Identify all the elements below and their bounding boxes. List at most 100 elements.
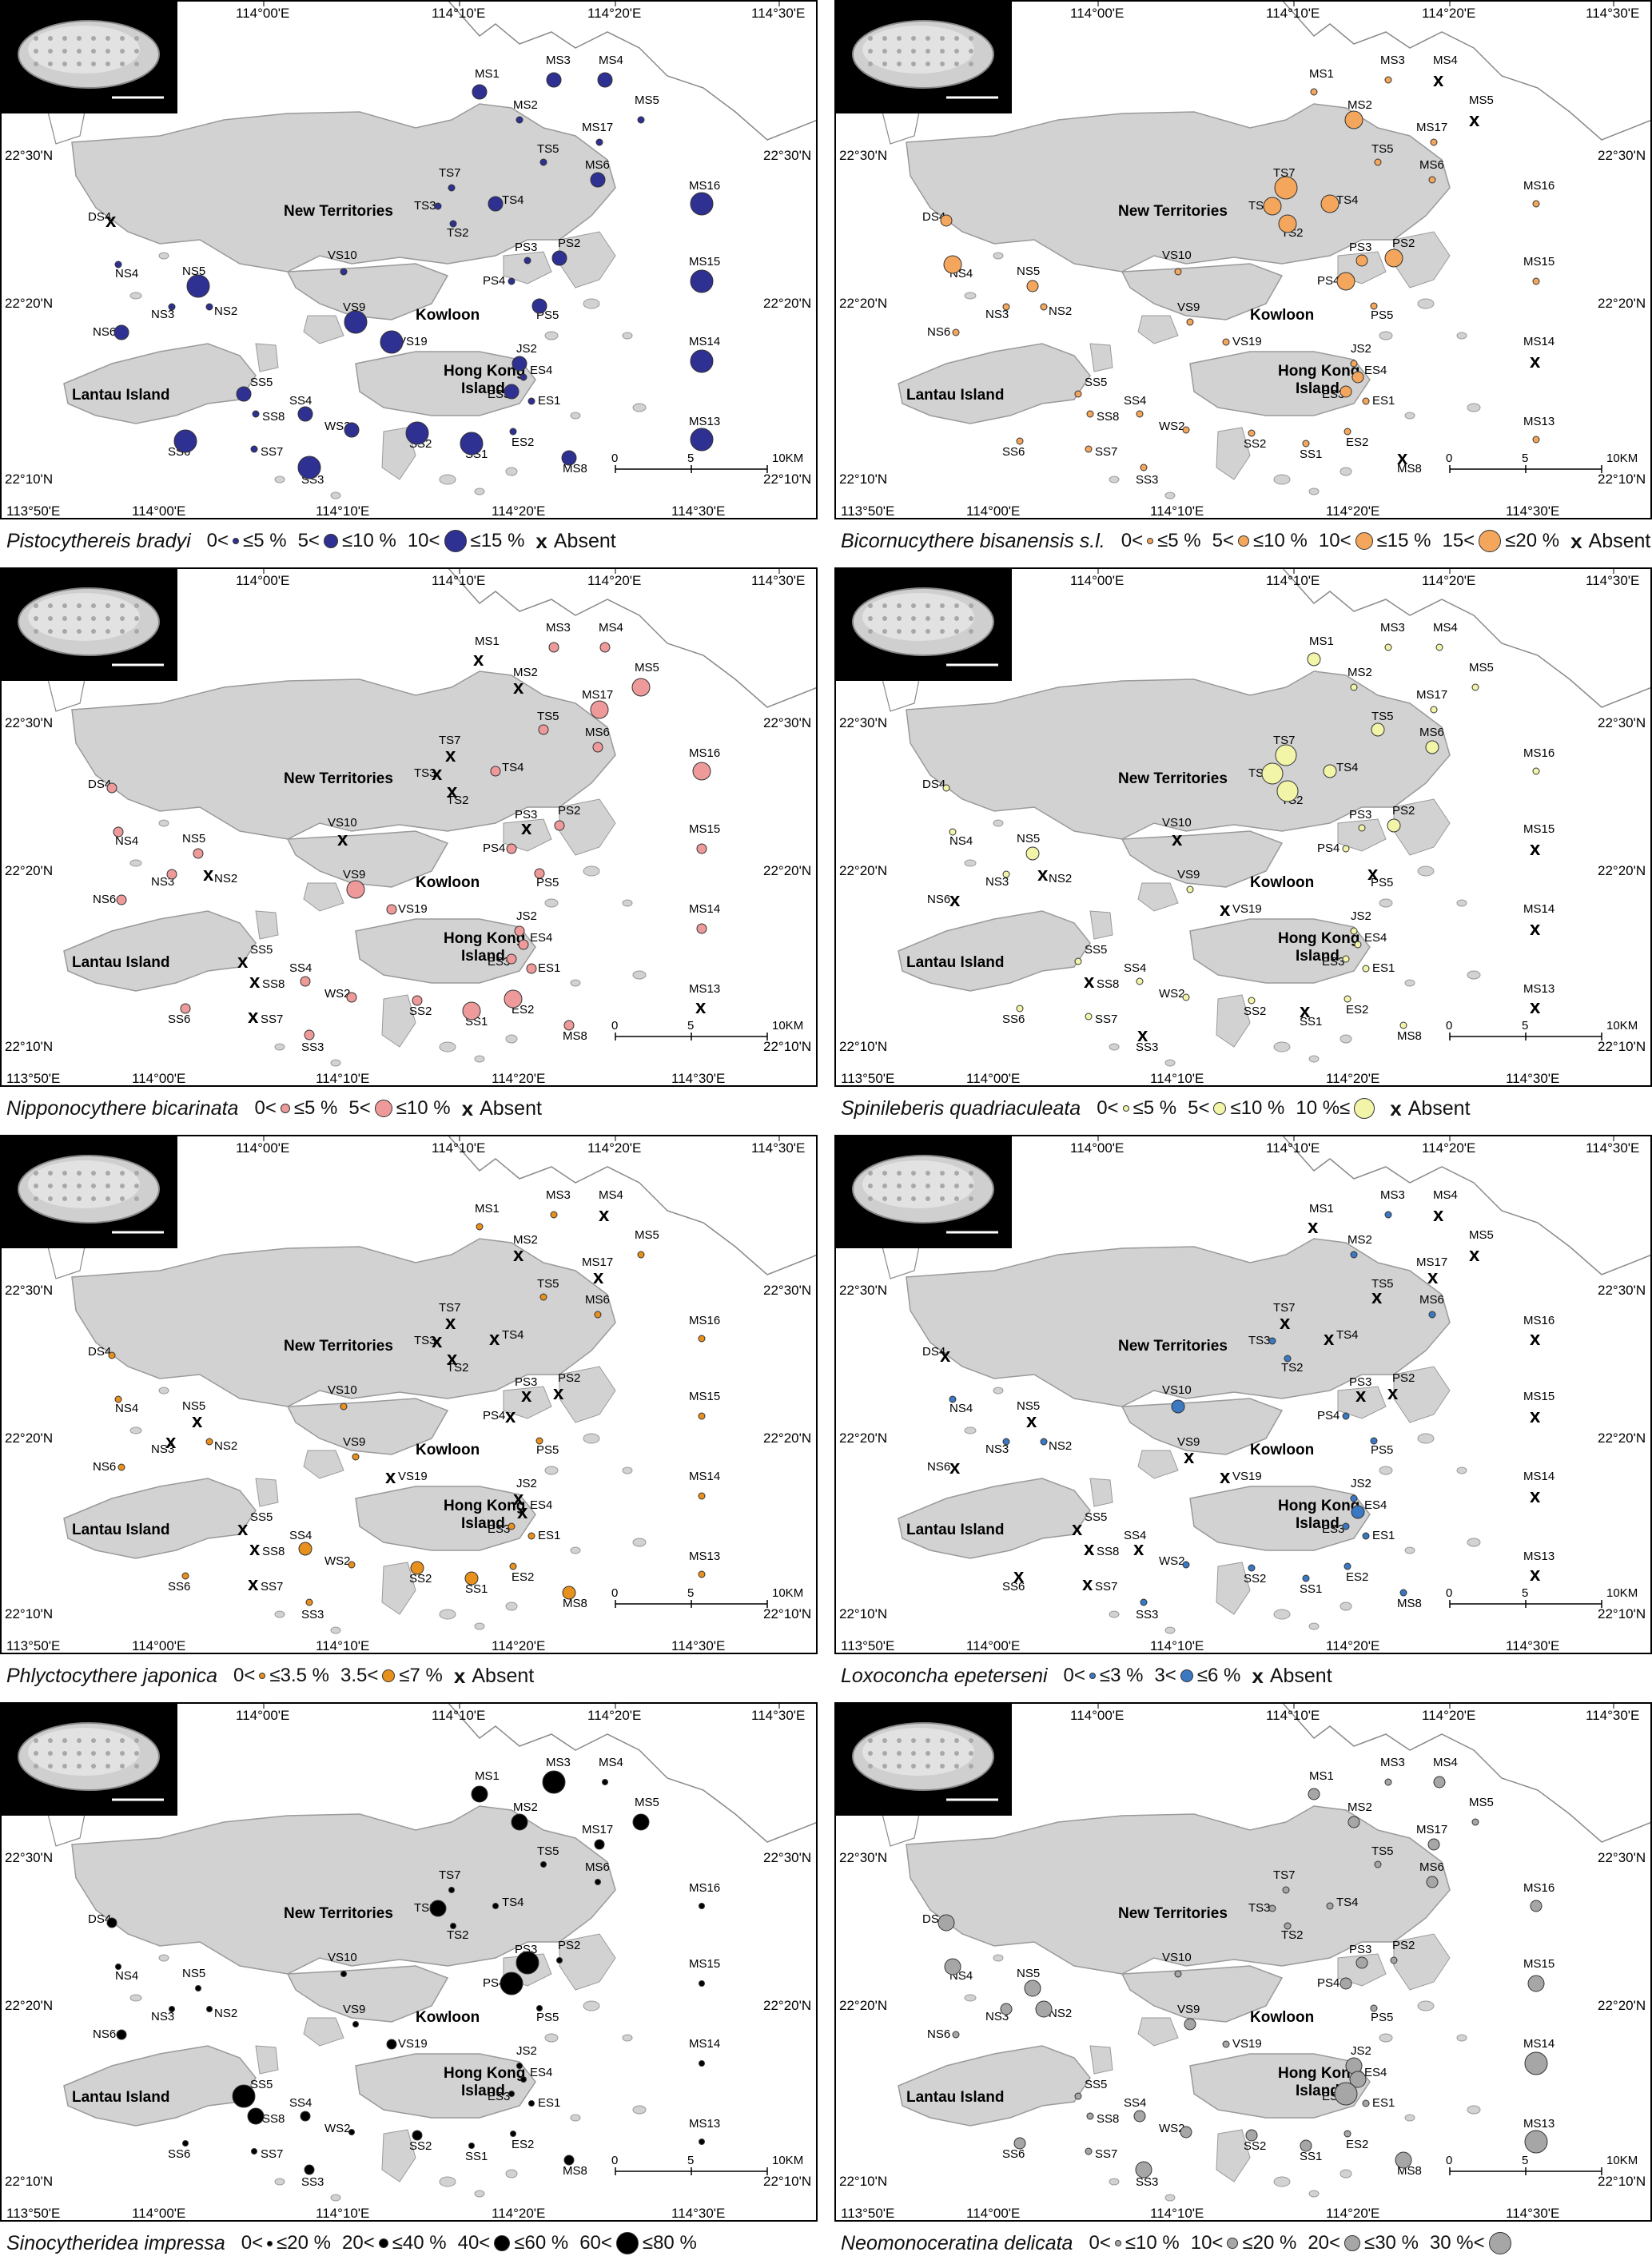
lat-tick-label: 22°10'N: [763, 2174, 811, 2189]
lon-tick-label: 114°10'E: [432, 1140, 485, 1156]
abundance-marker: [508, 277, 516, 285]
station-label-ms17: MS17: [1416, 688, 1447, 702]
abundance-marker: [298, 1542, 312, 1556]
valve-pit: [897, 603, 902, 608]
abundance-marker: [1171, 1399, 1185, 1414]
valve-pit: [134, 603, 139, 608]
abundance-marker: [300, 2111, 311, 2122]
region-label-kowloon: Kowloon: [416, 307, 480, 324]
absent-marker: x: [249, 1538, 261, 1560]
station-label-ts2: TS2: [447, 1928, 469, 1942]
specimen-photo: [0, 567, 177, 681]
islet: [1273, 2176, 1291, 2187]
station-label-ts2: TS2: [447, 1361, 469, 1375]
station-label-ps3: PS3: [1349, 1943, 1371, 1956]
mainland-border: [446, 0, 818, 141]
station-label-ns3: NS3: [151, 308, 174, 321]
mainland-border: [1280, 0, 1652, 141]
station-label-ss2: SS2: [1244, 1005, 1266, 1018]
map-border: [0, 567, 818, 1087]
station-label-ms5: MS5: [635, 661, 659, 674]
scale-bar-label: 10KM: [772, 1586, 803, 1600]
legend-class: 10< ≤15 %: [1319, 530, 1431, 552]
region-label-hong-kong-island: Hong Kong Island: [444, 2065, 525, 2099]
lon-tick-label: 114°30'E: [1506, 503, 1559, 519]
islet: [964, 292, 977, 300]
abundance-marker: [1362, 1532, 1370, 1540]
absent-marker: x: [1530, 997, 1541, 1018]
specimen-photo: [834, 0, 1012, 113]
lat-tick-label: 22°30'N: [5, 1850, 53, 1865]
specimen-photo: [0, 0, 177, 113]
region-label-lantau: Lantau Island: [72, 954, 169, 971]
legend-upper-bound: ≤10 %: [396, 1097, 451, 1119]
islet: [583, 1433, 600, 1444]
absent-label: Absent: [553, 529, 616, 552]
islet: [1340, 467, 1352, 476]
region-label-lantau: Lantau Island: [906, 2089, 1004, 2106]
legend-lower-bound: 0<: [1063, 1665, 1085, 1686]
abundance-marker: [182, 2140, 189, 2147]
station-label-ps2: PS2: [1392, 804, 1415, 818]
abundance-marker: [1384, 1778, 1392, 1786]
abundance-marker: [1074, 390, 1082, 398]
map-legend: Nipponocythere bicarinata 0< ≤5 % 5< ≤10 % x A…: [0, 1091, 818, 1126]
abundance-marker: [1334, 2082, 1358, 2106]
abundance-marker: [1362, 397, 1370, 405]
scale-bar-label: 0: [1446, 452, 1452, 465]
valve-pit: [969, 1184, 973, 1188]
map-svg: 114°00'E 114°10'E 114°20'E 114°30'E 113°50'E…: [0, 567, 818, 1087]
islet: [330, 491, 341, 499]
valve-pit: [77, 1196, 82, 1201]
region-label-kowloon: Kowloon: [416, 1442, 480, 1458]
station-label-ps2: PS2: [1392, 237, 1415, 250]
lon-tick-label: 114°20'E: [1326, 503, 1379, 519]
station-label-ms4: MS4: [599, 621, 623, 635]
small-island: [255, 343, 279, 372]
abundance-marker: [692, 762, 711, 781]
abundance-marker: [516, 2063, 523, 2069]
kowloon-land: [286, 830, 449, 888]
lantau-island-land: [898, 2045, 1091, 2127]
lon-tick-label: 113°50'E: [841, 1071, 894, 1086]
station-label-ms14: MS14: [689, 2037, 720, 2051]
station-label-ms14: MS14: [689, 1470, 720, 1483]
abundance-marker: [1433, 1776, 1446, 1789]
scale-bar-label: 10KM: [1606, 452, 1638, 465]
lon-tick-label: 114°10'E: [316, 503, 369, 519]
legend-symbol: [267, 2240, 273, 2246]
abundance-marker: [1343, 995, 1351, 1003]
station-label-vs19: VS19: [398, 902, 428, 916]
station-label-ts5: TS5: [1371, 710, 1394, 723]
legend-upper-bound: ≤5 %: [1133, 1097, 1177, 1119]
islet: [439, 474, 456, 485]
islet: [1379, 331, 1393, 340]
abundance-marker: [1371, 722, 1385, 737]
islet: [274, 1610, 285, 1618]
valve-pit: [868, 49, 873, 54]
islet: [505, 467, 518, 476]
absent-marker: x: [1037, 864, 1049, 885]
station-label-ms16: MS16: [1523, 1314, 1554, 1327]
abundance-marker: [1040, 303, 1048, 311]
peninsula-land: [1337, 1953, 1387, 1987]
islet: [274, 1043, 285, 1051]
station-label-ms17: MS17: [582, 688, 613, 702]
legend-class: 0< ≤3.5 %: [233, 1665, 329, 1687]
valve-pit: [48, 629, 53, 634]
valve-pit: [954, 616, 959, 621]
region-label-hong-kong-island: Hong Kong Island: [444, 930, 525, 965]
station-label-es4: ES4: [1364, 2066, 1387, 2079]
station-label-ms3: MS3: [1380, 1756, 1405, 1769]
abundance-marker: [352, 1453, 360, 1461]
valve-pit: [882, 1738, 887, 1743]
absent-marker: x: [1082, 1574, 1093, 1595]
absent-x-icon: x: [461, 1096, 474, 1120]
valve-pit: [897, 1196, 902, 1201]
region-label-hong-kong-island: Hong Kong Island: [1278, 2065, 1359, 2099]
station-label-ms17: MS17: [582, 121, 613, 134]
species-name: Spinileberis quadriaculeata: [841, 1096, 1081, 1120]
legend-upper-bound: ≤7 %: [399, 1665, 443, 1686]
valve-pit: [105, 49, 110, 54]
abundance-marker: [1026, 280, 1039, 292]
